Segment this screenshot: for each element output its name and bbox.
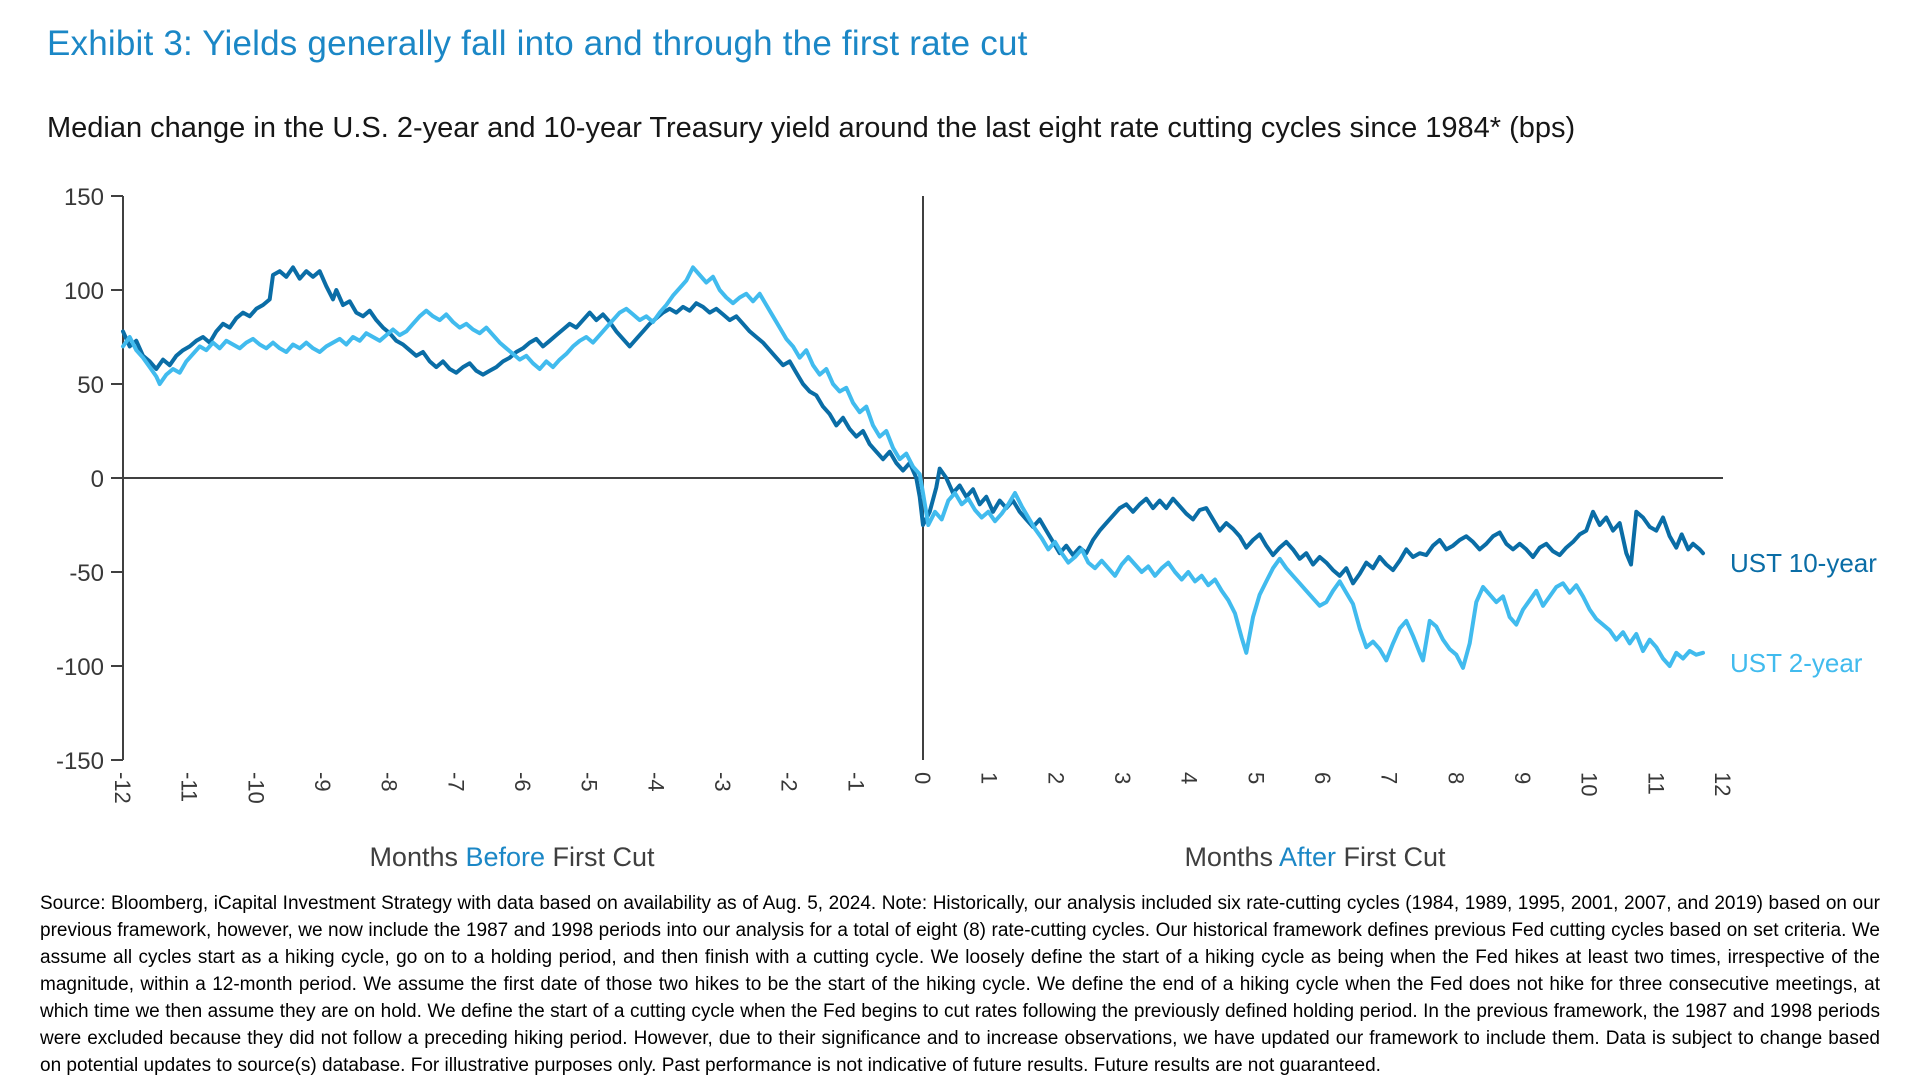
caption-after-highlight: After bbox=[1279, 842, 1337, 872]
x-axis-tick-label: -11 bbox=[177, 772, 202, 802]
y-axis-tick-label: 0 bbox=[91, 466, 104, 493]
caption-after-suffix: First Cut bbox=[1336, 842, 1446, 872]
x-axis-tick-label: 5 bbox=[1243, 772, 1268, 784]
x-axis-caption-before: Months Before First Cut bbox=[302, 842, 722, 873]
y-axis-tick-label: 100 bbox=[64, 278, 104, 305]
x-axis-tick-label: -4 bbox=[643, 772, 668, 792]
page-title: Exhibit 3: Yields generally fall into an… bbox=[47, 24, 1028, 63]
y-axis-tick-label: 150 bbox=[64, 184, 104, 211]
caption-before-prefix: Months bbox=[369, 842, 466, 872]
x-axis-tick-label: -8 bbox=[377, 772, 402, 792]
x-axis-tick-label: 0 bbox=[910, 772, 935, 784]
x-axis-tick-label: 3 bbox=[1110, 772, 1135, 784]
x-axis-tick-label: 10 bbox=[1577, 772, 1602, 796]
y-axis-tick-label: -150 bbox=[56, 748, 104, 775]
x-axis-tick-label: -9 bbox=[310, 772, 335, 792]
x-axis-tick-label: -1 bbox=[843, 772, 868, 792]
x-axis-tick-label: -2 bbox=[777, 772, 802, 792]
x-axis-tick-label: 12 bbox=[1710, 772, 1735, 796]
ust-10year-line bbox=[121, 265, 1705, 586]
x-axis-tick-label: -5 bbox=[577, 772, 602, 792]
x-axis-tick-label: -6 bbox=[510, 772, 535, 792]
legend-ust10-label: UST 10-year bbox=[1730, 548, 1877, 578]
caption-after-prefix: Months bbox=[1184, 842, 1279, 872]
x-axis-tick-label: 7 bbox=[1377, 772, 1402, 784]
y-axis-tick-label: 50 bbox=[77, 372, 104, 399]
ust-2year-line bbox=[121, 265, 1705, 670]
x-axis-tick-label: 6 bbox=[1310, 772, 1335, 784]
x-axis-tick-label: 11 bbox=[1643, 772, 1668, 795]
chart-subtitle: Median change in the U.S. 2-year and 10-… bbox=[47, 112, 1576, 144]
x-axis-tick-label: -3 bbox=[710, 772, 735, 792]
x-axis-tick-label: 8 bbox=[1443, 772, 1468, 784]
x-axis-tick-label: -10 bbox=[243, 772, 268, 804]
legend-ust2-label: UST 2-year bbox=[1730, 648, 1863, 678]
source-note: Source: Bloomberg, iCapital Investment S… bbox=[40, 893, 1880, 1076]
caption-before-highlight: Before bbox=[465, 842, 546, 872]
y-axis-tick-label: -50 bbox=[69, 560, 104, 587]
x-axis-tick-label: -12 bbox=[110, 772, 135, 804]
x-axis-caption-after: Months After First Cut bbox=[1105, 842, 1525, 873]
y-axis-tick-label: -100 bbox=[56, 654, 104, 681]
x-axis-tick-label: 2 bbox=[1043, 772, 1068, 784]
x-axis-tick-label: 9 bbox=[1510, 772, 1535, 784]
caption-before-suffix: First Cut bbox=[545, 842, 655, 872]
x-axis-tick-label: 4 bbox=[1177, 772, 1202, 784]
x-axis-tick-label: 1 bbox=[977, 772, 1002, 784]
x-axis-tick-label: -7 bbox=[443, 772, 468, 792]
